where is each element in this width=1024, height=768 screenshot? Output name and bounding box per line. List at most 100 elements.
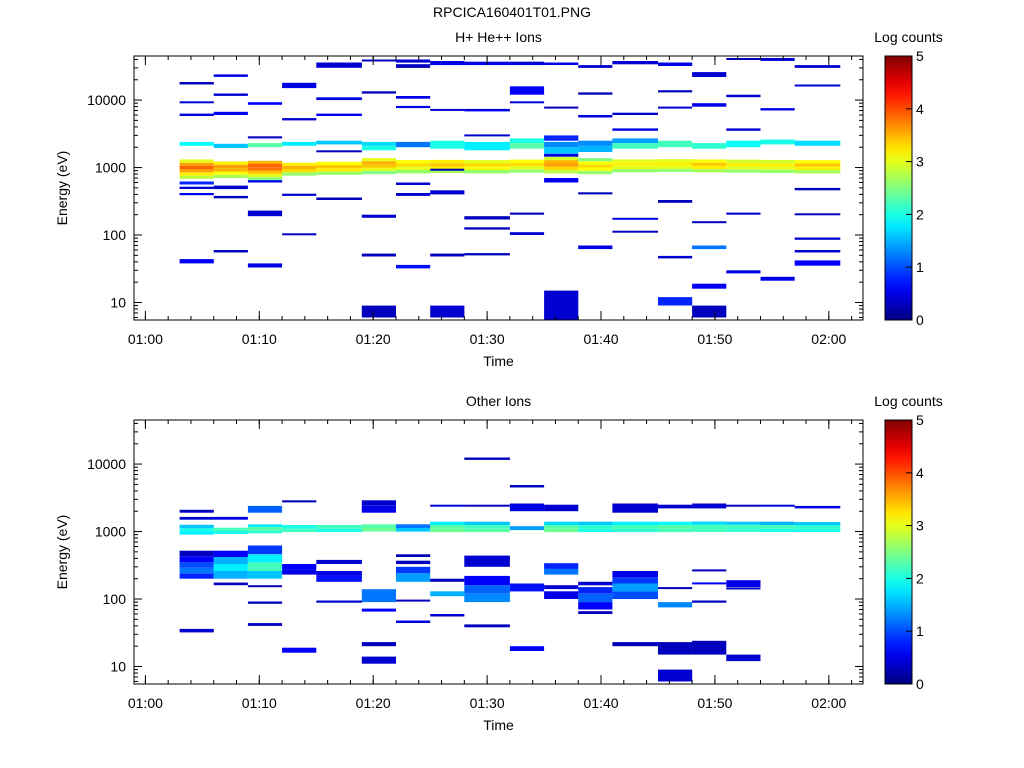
- heatmap-cell: [509, 232, 545, 235]
- heatmap-cell: [612, 521, 658, 525]
- heatmap-cell: [361, 589, 396, 603]
- heatmap-cell: [726, 580, 761, 588]
- heatmap-cell: [247, 562, 283, 571]
- heatmap-cell: [760, 528, 795, 533]
- heatmap-cell: [361, 167, 396, 171]
- heatmap-cell: [179, 628, 214, 633]
- heatmap-cell: [794, 505, 841, 509]
- heatmap-cell: [179, 186, 214, 189]
- heatmap-cell: [692, 305, 727, 318]
- heatmap-cell: [726, 521, 761, 525]
- heatmap-cell: [544, 521, 579, 525]
- heatmap-cell: [578, 528, 613, 533]
- heatmap-cell: [316, 62, 362, 68]
- heatmap-cell: [213, 171, 248, 175]
- heatmap-cell: [316, 559, 362, 564]
- y-tick-label: 10: [110, 294, 126, 310]
- heatmap-cell: [316, 97, 362, 101]
- heatmap-cell: [658, 528, 693, 533]
- heatmap-cell: [612, 162, 658, 166]
- heatmap-cell: [361, 642, 396, 647]
- x-tick-label: 01:40: [583, 695, 618, 711]
- heatmap-cell: [544, 178, 579, 183]
- heatmap-cell: [179, 169, 214, 173]
- heatmap-cell: [794, 187, 841, 191]
- heatmap-cell: [794, 528, 841, 533]
- heatmap-cell: [396, 566, 431, 574]
- heatmap-cell: [464, 585, 510, 594]
- heatmap-cell: [578, 171, 613, 175]
- heatmap-cell: [544, 62, 579, 65]
- heatmap-cell: [658, 200, 693, 203]
- x-tick-label: 01:50: [697, 695, 732, 711]
- heatmap-cell: [316, 525, 362, 529]
- heatmap-cell: [396, 620, 431, 623]
- x-tick-label: 01:20: [356, 695, 391, 711]
- heatmap-cell: [578, 581, 613, 586]
- heatmap-cell: [316, 165, 362, 169]
- heatmap-cell: [213, 195, 248, 199]
- y-tick-label: 10: [110, 658, 126, 674]
- colorbar-tick-label: 0: [916, 676, 924, 692]
- heatmap-cell: [316, 161, 362, 165]
- heatmap-cell: [213, 93, 248, 96]
- heatmap-cell: [464, 253, 510, 256]
- heatmap-cell: [578, 192, 613, 195]
- x-tick-label: 01:30: [470, 695, 505, 711]
- heatmap-cell: [213, 557, 248, 565]
- heatmap-cell: [316, 150, 362, 153]
- heatmap-cell: [316, 575, 362, 582]
- heatmap-cell: [464, 504, 510, 507]
- heatmap-cell: [282, 564, 317, 570]
- heatmap-cell: [430, 169, 465, 173]
- heatmap-cell: [282, 193, 317, 196]
- heatmap-cell: [179, 159, 214, 163]
- heatmap-cell: [179, 259, 214, 264]
- heatmap-cell: [396, 528, 431, 532]
- heatmap-cell: [247, 554, 283, 563]
- heatmap-cell: [361, 158, 396, 162]
- heatmap-cell: [509, 169, 545, 173]
- heatmap-cell: [361, 528, 396, 532]
- heatmap-cell: [282, 647, 317, 653]
- heatmap-cell: [179, 528, 214, 532]
- heatmap-cell: [213, 143, 248, 148]
- heatmap-cell: [316, 171, 362, 175]
- heatmap-cell: [794, 160, 841, 164]
- colorbar-label: Log counts: [874, 29, 943, 45]
- heatmap-cell: [282, 118, 317, 121]
- heatmap-cell: [213, 111, 248, 115]
- heatmap-cell: [692, 283, 727, 289]
- heatmap-cell: [760, 163, 795, 167]
- heatmap-cell: [396, 141, 431, 148]
- heatmap-cell: [578, 164, 613, 168]
- heatmap-cell: [361, 305, 396, 318]
- heatmap-cell: [361, 500, 396, 506]
- heatmap-cell: [282, 233, 317, 236]
- heatmap-cell: [692, 521, 727, 525]
- colorbar-tick-label: 2: [916, 206, 924, 222]
- heatmap-cell: [179, 113, 214, 116]
- heatmap-cell: [544, 290, 579, 320]
- heatmap-cell: [179, 162, 214, 166]
- heatmap-cell: [692, 503, 727, 509]
- heatmap-cell: [282, 500, 317, 503]
- heatmap-cell: [509, 646, 545, 651]
- heatmap-cell: [544, 160, 579, 164]
- heatmap-cell: [726, 528, 761, 532]
- heatmap-cell: [213, 516, 248, 520]
- heatmap-cell: [213, 250, 248, 253]
- heatmap-cell: [282, 525, 317, 529]
- heatmap-cells: [179, 457, 841, 682]
- heatmap-cell: [464, 108, 510, 112]
- colorbar-tick-label: 1: [916, 623, 924, 639]
- heatmap-cell: [361, 145, 396, 151]
- heatmap-cell: [692, 72, 727, 77]
- heatmap-cell: [213, 527, 248, 531]
- heatmap-cell: [247, 160, 283, 164]
- heatmap-cell: [430, 578, 465, 582]
- heatmap-cell: [760, 521, 795, 525]
- heatmap-cell: [794, 84, 841, 87]
- heatmap-cell: [544, 135, 579, 141]
